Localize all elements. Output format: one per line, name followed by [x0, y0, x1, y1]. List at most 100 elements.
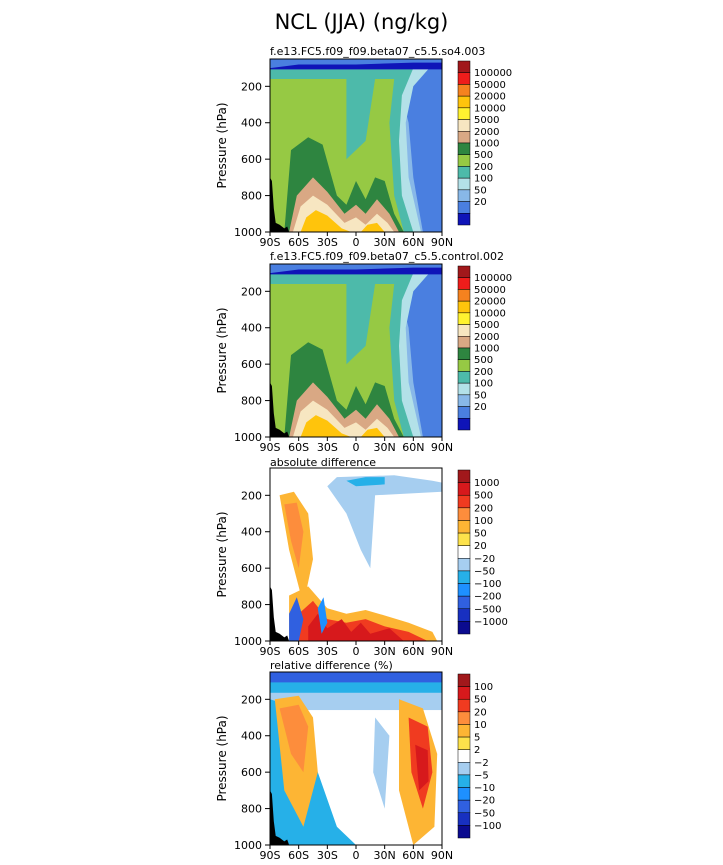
x-tick-label: 90S	[260, 645, 281, 658]
x-tick-label: 60S	[288, 441, 309, 454]
colorbar-swatch	[457, 201, 471, 214]
colorbar-label: 1000	[474, 139, 499, 150]
colorbar-swatch	[457, 507, 471, 521]
colorbar-swatch	[457, 711, 471, 725]
x-tick-label: 30N	[374, 645, 396, 658]
x-tick-label: 30S	[317, 236, 338, 249]
colorbar-label: 20	[474, 197, 487, 208]
y-tick-label: 600	[241, 358, 262, 371]
colorbar-label: 50	[474, 390, 487, 401]
colorbar-swatch	[457, 154, 471, 167]
colorbar-swatch	[457, 570, 471, 584]
colorbar-label: −1000	[474, 617, 508, 628]
field-region	[389, 264, 442, 437]
colorbar-swatch	[457, 774, 471, 788]
x-tick-label: 90N	[431, 441, 453, 454]
colorbar-swatch	[457, 724, 471, 738]
colorbar-swatch	[457, 520, 471, 534]
colorbar-swatch	[457, 119, 471, 132]
colorbar-label: 100000	[474, 68, 512, 79]
colorbar-swatch	[457, 799, 471, 814]
y-tick-label: 200	[241, 489, 262, 502]
colorbar-swatch	[457, 177, 471, 191]
x-tick-label: 0	[353, 236, 360, 249]
colorbar-label: −20	[474, 554, 495, 565]
colorbar-swatch	[457, 312, 471, 325]
field-region	[289, 597, 304, 641]
colorbar-label: 2	[474, 745, 480, 756]
y-tick-label: 1000	[234, 431, 262, 444]
colorbar-label: 100	[474, 682, 493, 693]
colorbar-swatch	[457, 787, 471, 801]
x-tick-label: 90S	[260, 441, 281, 454]
colorbar-swatch	[457, 608, 471, 622]
colorbar-label: 2000	[474, 332, 499, 343]
panel-2-title: f.e13.FC5.f09_f09.beta07_c5.5.control.00…	[270, 250, 505, 263]
x-tick-label: 60N	[402, 645, 424, 658]
topography	[270, 790, 290, 845]
colorbar-swatch	[457, 324, 471, 337]
colorbar-label: −50	[474, 808, 495, 819]
colorbar-label: −20	[474, 796, 495, 807]
x-tick-label: 0	[353, 849, 360, 862]
y-tick-label: 600	[241, 562, 262, 575]
x-tick-label: 0	[353, 441, 360, 454]
colorbar-label: 20	[474, 402, 487, 413]
colorbar-label: 20	[474, 541, 487, 552]
x-tick-label: 0	[353, 645, 360, 658]
x-tick-label: 30N	[374, 849, 396, 862]
colorbar-swatch	[457, 60, 471, 73]
y-axis-label: Pressure (hPa)	[215, 102, 229, 188]
colorbar-label: 200	[474, 503, 493, 514]
colorbar-swatch	[457, 558, 471, 572]
y-tick-label: 1000	[234, 839, 262, 852]
field-region	[346, 477, 385, 487]
x-tick-label: 60N	[402, 849, 424, 862]
x-tick-label: 60N	[402, 441, 424, 454]
colorbar-swatch	[457, 469, 471, 483]
colorbar-swatch	[457, 825, 471, 839]
colorbar-label: 20000	[474, 92, 506, 103]
panel-1-plot	[270, 59, 442, 232]
y-tick-label: 1000	[234, 226, 262, 239]
colorbar-swatch	[457, 189, 471, 202]
colorbar-swatch	[457, 762, 471, 776]
colorbar-swatch	[457, 166, 471, 179]
figure-title: NCL (JJA) (ng/kg)	[274, 10, 449, 34]
colorbar-label: 5000	[474, 115, 499, 126]
colorbar-swatch	[457, 347, 471, 360]
colorbar-swatch	[457, 736, 471, 750]
field-region	[284, 502, 304, 569]
y-tick-label: 800	[241, 803, 262, 816]
field-region	[415, 744, 429, 791]
colorbar-swatch	[457, 382, 471, 396]
colorbar-label: −50	[474, 566, 495, 577]
y-tick-label: 200	[241, 80, 262, 93]
colorbar-label: 100000	[474, 273, 512, 284]
colorbar-label: 5	[474, 733, 480, 744]
x-tick-label: 90N	[431, 645, 453, 658]
colorbar-swatch	[457, 84, 471, 97]
x-tick-label: 90N	[431, 236, 453, 249]
colorbar-label: 1000	[474, 478, 499, 489]
field-region	[270, 672, 442, 683]
colorbar-label: 50	[474, 695, 487, 706]
colorbar-swatch	[457, 749, 471, 763]
colorbar-swatch	[457, 698, 471, 713]
colorbar-label: 100	[474, 379, 493, 390]
y-tick-label: 400	[241, 117, 262, 130]
field-region	[360, 427, 385, 437]
y-axis-label: Pressure (hPa)	[215, 307, 229, 393]
panel-1-title: f.e13.FC5.f09_f09.beta07_c5.5.so4.003	[270, 45, 486, 58]
panel-3-plot	[270, 468, 442, 641]
colorbar-swatch	[457, 277, 471, 290]
field-region	[270, 264, 442, 274]
colorbar-swatch	[457, 406, 471, 419]
colorbar-label: 500	[474, 491, 493, 502]
colorbar-label: 50	[474, 185, 487, 196]
colorbar-swatch	[457, 95, 471, 109]
colorbar-swatch	[457, 583, 471, 597]
colorbar-label: −100	[474, 579, 501, 590]
y-axis-label: Pressure (hPa)	[215, 511, 229, 597]
